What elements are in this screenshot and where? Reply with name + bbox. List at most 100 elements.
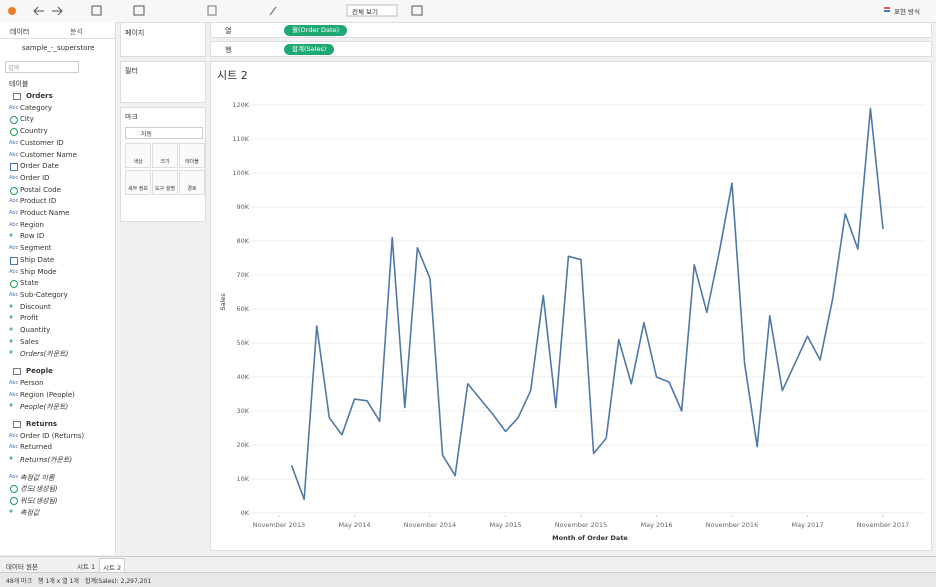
table-name[interactable]: People xyxy=(26,367,53,376)
field-icon: # xyxy=(9,456,14,462)
mark-type[interactable]: 자동 xyxy=(141,131,153,138)
mark-button-label[interactable]: 세부 정보 xyxy=(128,186,148,192)
mark-button-label[interactable]: 레이블 xyxy=(185,159,199,165)
field[interactable]: City xyxy=(20,115,34,124)
mark-button[interactable] xyxy=(125,143,151,168)
redo[interactable] xyxy=(52,6,63,16)
y-tick-label: 50K xyxy=(236,339,249,347)
sheet-tabs: 데이터 원본 시트 1 시트 2 xyxy=(0,556,936,576)
field-icon: Abc xyxy=(9,391,19,398)
field[interactable]: Order ID (Returns) xyxy=(20,431,85,440)
data-pane: 데이터 분석 sample_-_superstore 검색 테이블 Orders… xyxy=(0,22,116,555)
field[interactable]: Region xyxy=(20,220,44,229)
field[interactable]: Discount xyxy=(20,302,51,311)
data-source[interactable]: sample_-_superstore xyxy=(22,44,95,52)
field[interactable]: State xyxy=(20,279,39,288)
field[interactable]: 측정값 xyxy=(20,508,40,517)
field-icon: # xyxy=(9,303,14,310)
table-name[interactable]: Orders xyxy=(26,92,53,100)
tab-analysis[interactable]: 분석 xyxy=(70,28,83,36)
filters-card: 필터 xyxy=(120,61,206,103)
undo[interactable] xyxy=(33,6,44,16)
status-shape: 행 1개 x 열 1개 xyxy=(38,578,79,585)
new-sheet[interactable] xyxy=(133,5,145,16)
field[interactable]: 경도(생성됨) xyxy=(20,485,58,494)
field[interactable]: Order ID xyxy=(20,173,50,182)
search-box[interactable] xyxy=(5,61,79,73)
search-placeholder[interactable]: 검색 xyxy=(8,65,20,72)
field[interactable]: Segment xyxy=(20,244,52,253)
field[interactable]: People(카운트) xyxy=(20,403,69,412)
mark-button-label[interactable]: 도구 설명 xyxy=(155,186,175,192)
field[interactable]: Sub-Category xyxy=(20,290,68,299)
y-tick-label: 0K xyxy=(241,509,250,517)
show-me-icon xyxy=(884,10,890,12)
field[interactable]: Returned xyxy=(20,443,52,452)
mark-button-label[interactable]: 색상 xyxy=(133,159,143,165)
sheet-tab-active[interactable]: 시트 2 xyxy=(99,558,126,576)
mark-type-dropdown[interactable] xyxy=(125,127,203,139)
fit-label[interactable]: 전체 보기 xyxy=(352,8,378,16)
field[interactable]: Orders(카운트) xyxy=(20,350,69,359)
rows-pill[interactable]: 합계(Sales) xyxy=(284,44,335,55)
show-me[interactable]: 표현 방식 xyxy=(894,8,920,16)
y-tick-label: 40K xyxy=(236,373,249,381)
field-icon: Abc xyxy=(9,291,19,298)
x-tick-label: May 2017 xyxy=(791,521,823,529)
field[interactable]: Returns(카운트) xyxy=(20,456,73,464)
mark-button-label[interactable]: 경로 xyxy=(187,186,197,192)
mark-button-label[interactable]: 크기 xyxy=(160,159,170,165)
columns-label: 열 xyxy=(225,27,232,35)
field[interactable]: 측정값 이름 xyxy=(20,473,55,482)
tab-data[interactable]: 데이터 xyxy=(10,28,30,36)
field[interactable]: Ship Date xyxy=(20,255,55,264)
table-name[interactable]: Returns xyxy=(26,419,58,428)
rows-label: 행 xyxy=(225,46,232,54)
highlight[interactable] xyxy=(269,6,277,16)
presentation[interactable] xyxy=(411,5,423,16)
field[interactable]: Row ID xyxy=(20,232,45,241)
columns-pill[interactable]: 월(Order Date) xyxy=(284,25,348,36)
field[interactable]: Region (People) xyxy=(20,390,75,399)
swap[interactable] xyxy=(207,5,217,16)
logo xyxy=(8,7,16,15)
field[interactable]: Order Date xyxy=(20,162,59,171)
field-icon xyxy=(10,497,18,506)
y-tick-label: 20K xyxy=(236,441,249,449)
y-tick-label: 70K xyxy=(236,271,249,279)
fit-dropdown[interactable] xyxy=(346,4,398,17)
field[interactable]: Ship Mode xyxy=(20,267,57,276)
mark-button[interactable] xyxy=(179,143,205,168)
chart: 시트 2 Sales Month of Order Date 0K 10K 20K 3… xyxy=(210,61,932,551)
pages-card: 페이지 xyxy=(120,22,206,57)
field[interactable]: Category xyxy=(20,103,52,112)
field[interactable]: Person xyxy=(20,378,44,387)
field[interactable]: Product Name xyxy=(20,209,70,217)
status-bar: 48개 마크 행 1개 x 열 1개 합계(Sales): 2,297,201 xyxy=(0,572,936,587)
field[interactable]: Postal Code xyxy=(20,185,62,194)
y-axis-title: Sales xyxy=(219,293,227,311)
divider xyxy=(0,38,116,39)
field-icon: Abc xyxy=(9,379,19,386)
x-tick-label: May 2016 xyxy=(640,521,672,529)
mark-button[interactable] xyxy=(179,170,205,195)
field[interactable]: Product ID xyxy=(20,197,57,206)
mark-button[interactable] xyxy=(152,143,178,168)
field-icon: Abc xyxy=(9,174,19,181)
field[interactable]: Sales xyxy=(20,337,39,346)
field[interactable]: Quantity xyxy=(20,326,51,334)
y-tick-label: 90K xyxy=(236,203,249,211)
sheet-tab[interactable]: 시트 1 xyxy=(77,563,96,571)
data-source-tab[interactable]: 데이터 원본 xyxy=(6,563,38,571)
mark-button[interactable] xyxy=(152,170,178,195)
field[interactable]: 위도(생성됨) xyxy=(20,497,58,506)
field[interactable]: Customer Name xyxy=(20,150,77,159)
field[interactable]: Customer ID xyxy=(20,138,64,147)
x-tick-label: May 2015 xyxy=(489,521,521,529)
y-tick-label: 10K xyxy=(236,475,249,483)
save[interactable] xyxy=(91,5,102,16)
field[interactable]: Country xyxy=(20,127,48,136)
y-tick-label: 30K xyxy=(236,407,249,415)
mark-button[interactable] xyxy=(125,170,151,195)
field[interactable]: Profit xyxy=(20,314,39,323)
